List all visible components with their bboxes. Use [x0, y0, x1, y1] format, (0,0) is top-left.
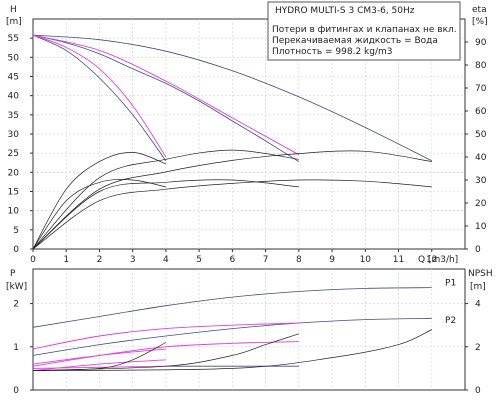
y-left-tick-label: 55 [8, 34, 19, 44]
legend-line-density: Плотность = 998.2 kg/m3 [272, 47, 393, 57]
system-curve [32, 34, 300, 156]
y-right-tick-label: 60 [475, 107, 487, 117]
y-right-tick-label: 40 [475, 153, 487, 163]
y-right-tick-label: 70 [475, 84, 487, 94]
x-tick-label: 6 [230, 255, 236, 265]
x-axis-label: Q [m3/h] [418, 255, 458, 265]
y-left-tick-label: 30 [8, 130, 20, 140]
y-left-tick-label: 45 [8, 73, 19, 83]
y-right-tick-label: 10 [475, 222, 487, 232]
series-label-p1: P1 [445, 278, 456, 288]
head-curve [32, 34, 432, 162]
y-right-tick-label: 80 [475, 61, 487, 71]
y-left-tick-label: 5 [13, 226, 19, 236]
npsh-curve [32, 333, 299, 371]
y-right-tick-label: 20 [475, 199, 487, 209]
top-plot-ticks: 0510152025303540455055010203040506070809… [8, 34, 487, 265]
y-right-tick-label: 2 [475, 343, 481, 353]
legend-box [267, 1, 461, 61]
x-tick-label: 1 [63, 255, 69, 265]
x-tick-label: 0 [30, 255, 36, 265]
eff-curve [32, 179, 166, 250]
head-curve [32, 34, 300, 162]
system-curve [32, 34, 167, 158]
y-right-tick-label: 0 [475, 386, 481, 396]
system-curve [32, 359, 166, 372]
y-left-tick-label: 15 [8, 188, 19, 198]
power-axis-label-top: P [10, 269, 16, 279]
series-label-p2: P2 [445, 316, 456, 326]
y-right-label-top: eta [472, 5, 487, 15]
x-tick-label: 9 [329, 255, 335, 265]
y-left-label-unit: [m] [6, 17, 22, 27]
y-left-tick-label: 2 [13, 300, 19, 310]
head-curve [32, 34, 167, 162]
legend: HYDRO MULTI-S 3 CM3-6, 50Hz Потери в фит… [267, 1, 461, 61]
y-left-tick-label: 50 [8, 53, 20, 63]
y-right-label-unit: [%] [472, 17, 488, 27]
eff-curve [32, 179, 299, 250]
x-tick-label: 10 [360, 255, 372, 265]
system-curve [32, 348, 166, 365]
y-left-tick-label: 40 [8, 92, 20, 102]
power-curve [32, 317, 432, 356]
bottom-plot-grid [33, 269, 465, 390]
y-left-tick-label: 25 [8, 149, 19, 159]
bottom-plot-ticks: 0 1 2 0 2 4 [13, 300, 481, 396]
x-tick-label: 4 [163, 255, 169, 265]
system-curve [32, 322, 299, 350]
x-tick-label: 7 [263, 255, 269, 265]
x-tick-label: 12 [426, 255, 437, 265]
legend-line-fittings: Потери в фитингах и клапанах не вкл. [272, 25, 457, 35]
y-right-tick-label: 4 [475, 300, 481, 310]
y-right-tick-label: 0 [475, 245, 481, 255]
x-tick-label: 11 [393, 255, 404, 265]
bottom-plot-frame [32, 268, 466, 391]
npsh-axis-label-top: NPSH [468, 269, 493, 279]
y-right-tick-label: 30 [475, 176, 487, 186]
power-curve [32, 287, 432, 328]
y-left-tick-label: 20 [8, 168, 20, 178]
x-tick-label: 3 [130, 255, 136, 265]
y-left-tick-label: 1 [13, 343, 19, 353]
y-right-tick-label: 50 [475, 130, 487, 140]
eff-curve [32, 179, 432, 250]
eff-curve [32, 150, 432, 250]
npsh-curve [32, 329, 432, 371]
eff-curve [32, 149, 299, 250]
system-curve [32, 341, 299, 367]
x-tick-label: 2 [97, 255, 103, 265]
y-left-tick-label: 35 [8, 111, 19, 121]
bottom-plot-curves [32, 287, 432, 372]
power-axis-label-unit: [kW] [6, 282, 27, 292]
x-tick-label: 8 [296, 255, 302, 265]
y-left-label-top: H [10, 5, 17, 15]
head-efficiency-plot: 0510152025303540455055010203040506070809… [6, 1, 488, 265]
x-tick-label: 5 [196, 255, 202, 265]
eff-curve [32, 152, 167, 250]
y-left-tick-label: 0 [13, 386, 19, 396]
top-plot-curves [32, 34, 432, 250]
y-left-tick-label: 10 [8, 207, 20, 217]
legend-title: HYDRO MULTI-S 3 CM3-6, 50Hz [275, 6, 415, 16]
legend-line-liquid: Перекачиваемая жидкость = Вода [272, 36, 438, 46]
npsh-axis-label-unit: [m] [470, 282, 486, 292]
y-left-tick-label: 0 [13, 245, 19, 255]
system-curve [32, 365, 166, 369]
power-npsh-plot: 0 1 2 0 2 4 P [kW] NPSH [m] P1 P2 [6, 268, 493, 396]
y-right-tick-label: 90 [475, 38, 487, 48]
